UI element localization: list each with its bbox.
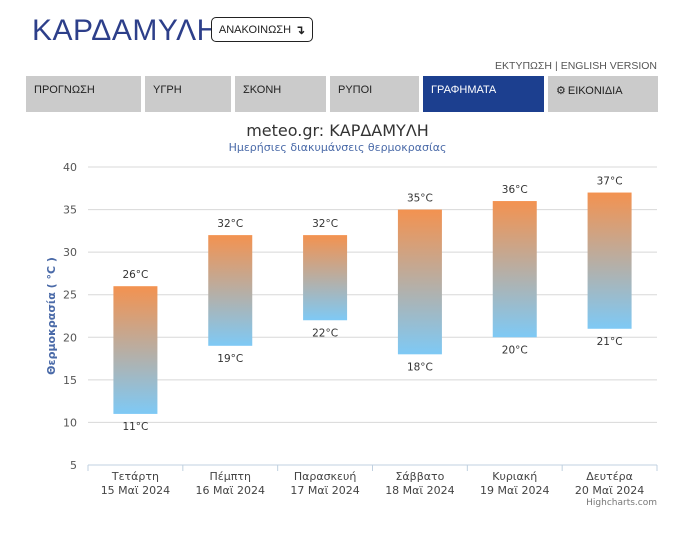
y-tick-label: 20 (63, 331, 77, 344)
temperature-range-bar[interactable] (492, 201, 537, 338)
tab-icons[interactable]: ⚙ ΕΙΚΟΝΙΔΙΑ (548, 76, 658, 112)
page-title: ΚΑΡΔΑΜΥΛΗ (32, 14, 219, 47)
x-category-day: Παρασκευή (294, 470, 357, 483)
y-tick-label: 15 (63, 374, 77, 387)
x-category-day: Πέμπτη (210, 470, 251, 483)
tab-label: ΡΥΠΟΙ (338, 84, 373, 96)
tab-humidity[interactable]: ΥΓΡΗ (145, 76, 231, 112)
print-link[interactable]: ΕΚΤΥΠΩΣΗ (495, 60, 552, 72)
arrow-down-icon: ↴ (295, 22, 306, 37)
low-temp-label: 22°C (312, 327, 338, 339)
high-temp-label: 37°C (597, 176, 623, 188)
low-temp-label: 21°C (597, 336, 623, 348)
tab-dust[interactable]: ΣΚΟΝΗ (235, 76, 326, 112)
x-category-date: 19 Μαϊ 2024 (480, 484, 549, 497)
high-temp-label: 35°C (407, 193, 433, 205)
temperature-range-bar[interactable] (397, 209, 442, 355)
y-tick-label: 30 (63, 246, 77, 259)
announcement-label: ΑΝΑΚΟΙΝΩΣΗ (218, 23, 292, 36)
tab-label: ΕΙΚΟΝΙΔΙΑ (567, 85, 623, 97)
y-axis-title: Θερμοκρασία ( °C ) (45, 257, 58, 375)
y-tick-label: 25 (63, 289, 77, 302)
y-tick-label: 10 (63, 416, 77, 429)
highcharts-credits[interactable]: Highcharts.com (586, 498, 657, 508)
gear-icon: ⚙ (556, 85, 566, 97)
x-category-date: 15 Μαϊ 2024 (101, 484, 170, 497)
x-category-date: 17 Μαϊ 2024 (290, 484, 359, 497)
x-category-date: 18 Μαϊ 2024 (385, 484, 454, 497)
temperature-range-bar[interactable] (208, 235, 253, 346)
tab-label: ΣΚΟΝΗ (243, 84, 282, 96)
x-category-date: 16 Μαϊ 2024 (196, 484, 265, 497)
high-temp-label: 32°C (217, 218, 243, 230)
x-category-day: Σάββατο (395, 470, 444, 483)
tab-forecast[interactable]: ΠΡΟΓΝΩΣΗ (26, 76, 141, 112)
x-category-date: 20 Μαϊ 2024 (575, 484, 644, 497)
high-temp-label: 36°C (502, 184, 528, 196)
x-category-day: Κυριακή (492, 470, 537, 483)
y-tick-label: 5 (70, 459, 77, 472)
announcement-button[interactable]: ΑΝΑΚΟΙΝΩΣΗ ↴ (211, 17, 313, 42)
nav-tabs: ΠΡΟΓΝΩΣΗ ΥΓΡΗ ΣΚΟΝΗ ΡΥΠΟΙ ΓΡΑΦΗΜΑΤΑ ⚙ ΕΙΚ… (26, 76, 662, 112)
low-temp-label: 11°C (122, 421, 148, 433)
tab-pollutants[interactable]: ΡΥΠΟΙ (330, 76, 419, 112)
link-separator: | (554, 60, 558, 72)
low-temp-label: 20°C (502, 344, 528, 356)
chart-title: meteo.gr: ΚΑΡΔΑΜΥΛΗ (246, 121, 429, 140)
temperature-range-bar[interactable] (303, 235, 348, 321)
y-tick-label: 35 (63, 204, 77, 217)
high-temp-label: 26°C (122, 269, 148, 281)
top-links: ΕΚΤΥΠΩΣΗ | ENGLISH VERSION (495, 60, 657, 72)
tab-label: ΥΓΡΗ (153, 84, 182, 96)
tab-charts[interactable]: ΓΡΑΦΗΜΑΤΑ (423, 76, 544, 112)
low-temp-label: 19°C (217, 353, 243, 365)
low-temp-label: 18°C (407, 361, 433, 373)
tab-label: ΓΡΑΦΗΜΑΤΑ (431, 84, 497, 96)
x-category-day: Τετάρτη (111, 470, 159, 483)
chart-subtitle: Ημερήσιες διακυμάνσεις θερμοκρασίας (228, 141, 447, 154)
tab-label: ΠΡΟΓΝΩΣΗ (34, 84, 95, 96)
temperature-range-bar[interactable] (113, 286, 158, 414)
high-temp-label: 32°C (312, 218, 338, 230)
x-category-day: Δευτέρα (586, 470, 633, 483)
temperature-range-bar[interactable] (587, 192, 632, 329)
english-version-link[interactable]: ENGLISH VERSION (560, 60, 657, 72)
y-tick-label: 40 (63, 161, 77, 174)
